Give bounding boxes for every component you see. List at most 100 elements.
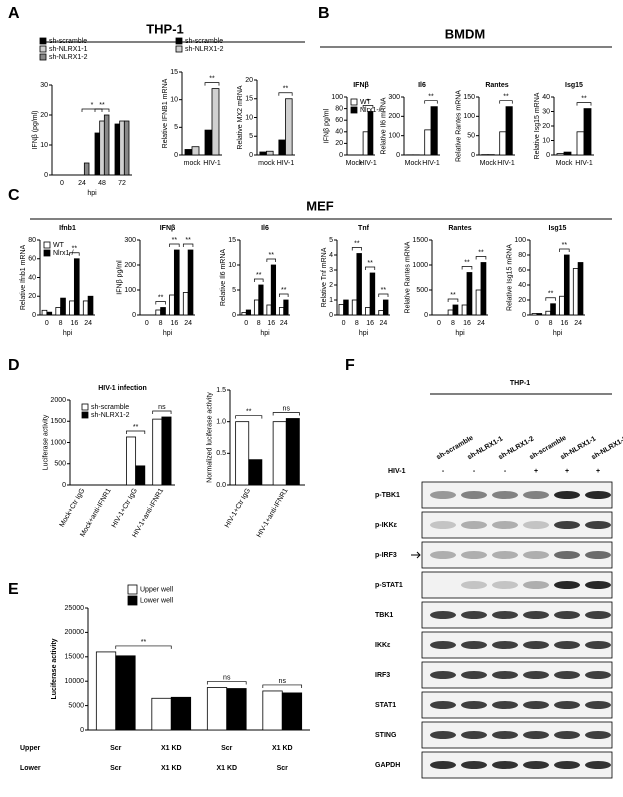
- sig-label: **: [185, 237, 191, 244]
- x-tick-label: 24: [280, 320, 288, 327]
- y-tick-label: 5: [329, 237, 333, 244]
- y-tick-label: 0: [339, 152, 343, 159]
- y-tick-label: 1.0: [216, 419, 226, 426]
- sig-label: ns: [158, 404, 166, 411]
- row-label: GAPDH: [375, 762, 400, 769]
- bar: [246, 310, 250, 315]
- x-axis-label: hpi: [359, 330, 369, 337]
- bar: [70, 301, 75, 315]
- table-cell: X1 KD: [216, 765, 237, 772]
- band: [523, 671, 549, 679]
- bar: [88, 296, 93, 315]
- row-label: p-IRF3: [375, 552, 397, 559]
- legend-label: sh-scramble: [91, 404, 129, 411]
- legend-swatch: [44, 250, 50, 256]
- sig-label: **: [464, 259, 470, 266]
- y-tick-label: 20: [518, 297, 526, 304]
- table-cell: Scr: [221, 745, 233, 752]
- bar: [352, 300, 357, 315]
- band: [523, 551, 549, 559]
- sig-bracket: [448, 299, 458, 302]
- y-tick-label: 0: [522, 312, 526, 319]
- sig-bracket: [236, 416, 262, 419]
- table-cell: Scr: [110, 745, 122, 752]
- y-tick-label: 5: [174, 124, 178, 131]
- treatment-sign: +: [534, 468, 538, 475]
- sig-bracket: [279, 93, 292, 96]
- band: [461, 731, 487, 739]
- y-tick-label: 4: [329, 252, 333, 259]
- sig-bracket: [279, 294, 288, 297]
- sig-bracket: [476, 257, 486, 260]
- y-tick-label: 1: [329, 297, 333, 304]
- sig-bracket: [207, 682, 246, 685]
- band: [585, 491, 611, 499]
- y-tick-label: 3: [329, 267, 333, 274]
- band: [523, 581, 549, 589]
- bar: [115, 124, 120, 175]
- sig-label: **: [269, 252, 275, 259]
- y-axis-label: Relative Ifnb1 mRNA: [20, 244, 27, 310]
- treatment-sign: +: [565, 468, 569, 475]
- sig-label: **: [158, 294, 164, 301]
- table-cell: X1 KD: [161, 765, 182, 772]
- x-tick-label: 8: [451, 320, 455, 327]
- sig-label: **: [99, 102, 105, 109]
- sig-label: **: [133, 424, 139, 431]
- legend-swatch: [176, 38, 182, 44]
- legend-label: Nlrx1-/-: [53, 250, 77, 257]
- sig-bracket: [254, 279, 263, 282]
- bar: [357, 254, 362, 316]
- bar: [584, 109, 591, 155]
- band: [554, 491, 580, 499]
- y-axis-label: Relative IFNB1 mRNA: [162, 78, 169, 148]
- x-tick-label: 24: [477, 320, 485, 327]
- sig-bracket: [267, 259, 276, 262]
- y-tick-label: 0: [80, 727, 84, 734]
- x-tick-label: HIV-1: [497, 160, 515, 167]
- bar: [267, 151, 274, 155]
- x-tick-label: 24: [184, 320, 192, 327]
- x-tick-label: 24: [574, 320, 582, 327]
- y-tick-label: 0: [546, 152, 550, 159]
- band: [461, 761, 487, 769]
- panel-letter: F: [345, 357, 355, 374]
- y-tick-label: 0: [132, 312, 136, 319]
- bar: [467, 273, 472, 316]
- bar: [249, 460, 262, 485]
- bar: [104, 115, 109, 175]
- y-tick-label: 15: [228, 237, 236, 244]
- table-cell: Scr: [110, 765, 122, 772]
- sig-label: **: [503, 94, 509, 101]
- band: [492, 641, 518, 649]
- band: [585, 551, 611, 559]
- bar: [368, 112, 373, 156]
- x-axis-label: hpi: [63, 330, 73, 337]
- row-label: STAT1: [375, 702, 396, 709]
- band: [461, 641, 487, 649]
- bar: [156, 310, 161, 315]
- bar: [557, 154, 564, 155]
- legend-label: sh-NLRX1-2: [91, 412, 130, 419]
- bar: [212, 89, 219, 155]
- sig-label: **: [450, 292, 456, 299]
- bar: [282, 693, 301, 730]
- x-axis-label: hpi: [87, 190, 97, 197]
- legend-label: Upper well: [140, 586, 174, 593]
- x-tick-label: 16: [560, 320, 568, 327]
- sig-bracket: [560, 249, 570, 252]
- band: [554, 551, 580, 559]
- sig-label: **: [367, 260, 373, 267]
- bar: [344, 300, 349, 315]
- chart-title: Il6: [261, 225, 269, 232]
- sig-bracket: [153, 411, 171, 414]
- bar: [120, 121, 125, 175]
- x-tick-label: Mock+anti-IFNR1: [79, 487, 112, 538]
- legend-swatch: [128, 585, 137, 594]
- band: [554, 581, 580, 589]
- bar: [83, 301, 88, 315]
- band: [554, 521, 580, 529]
- y-tick-label: 40: [542, 94, 550, 101]
- y-tick-label: 0.0: [216, 482, 226, 489]
- y-tick-label: 20: [245, 77, 253, 84]
